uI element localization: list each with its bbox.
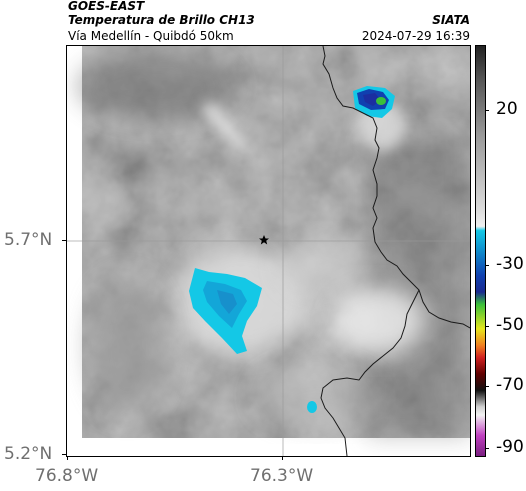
colorbar-tick [485, 110, 489, 111]
map-canvas[interactable] [67, 46, 470, 456]
colorbar-tick [485, 386, 489, 387]
colorbar-label: -30 [496, 254, 524, 274]
colorbar-label: 20 [496, 99, 518, 119]
lon-tick-label: 76.8°W [35, 466, 99, 486]
colorbar-label: -90 [496, 437, 524, 457]
map-panel[interactable] [66, 45, 471, 457]
route-subtitle: Vía Medellín - Quibdó 50km [68, 29, 234, 43]
colorbar-tick [485, 265, 489, 266]
satellite-source: GOES-EAST [68, 0, 145, 13]
lat-tick-mark [62, 240, 66, 241]
lon-tick-label: 76.3°W [250, 466, 314, 486]
brightness-temperature-field [77, 46, 470, 438]
lon-tick-mark [282, 456, 283, 460]
lon-tick-mark [67, 456, 68, 460]
star-icon [259, 235, 269, 245]
cold-cloud-cluster [189, 86, 395, 413]
lat-tick-label: 5.7°N [4, 230, 53, 250]
colorbar-label: -50 [496, 315, 524, 335]
lat-tick-mark [62, 454, 66, 455]
product-title: Temperatura de Brillo CH13 [68, 13, 255, 27]
colorbar-label: -70 [496, 375, 524, 395]
gridlines [67, 46, 470, 456]
lat-tick-label: 5.2°N [4, 444, 53, 464]
border-line [320, 46, 470, 456]
timestamp: 2024-07-29 16:39 [361, 29, 470, 43]
temperature-colorbar [475, 45, 486, 457]
organization-label: SIATA [432, 13, 470, 27]
colorbar-tick [485, 326, 489, 327]
colorbar-tick [485, 448, 489, 449]
